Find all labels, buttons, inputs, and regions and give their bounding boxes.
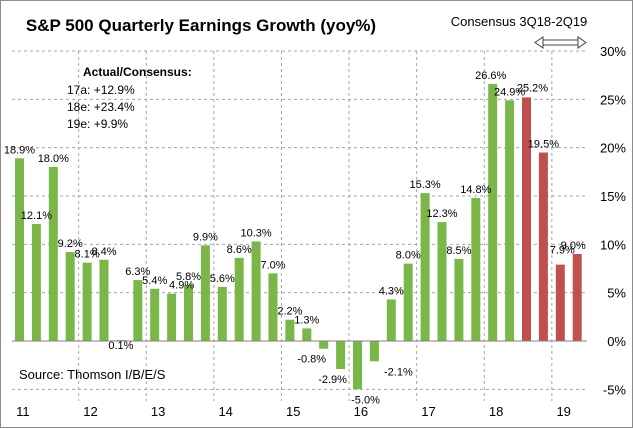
consensus-range-arrow-icon [534, 36, 587, 49]
chart-title: S&P 500 Quarterly Earnings Growth (yoy%) [26, 16, 376, 35]
actual-bar [302, 328, 312, 341]
actual-bar [99, 259, 109, 341]
annotation-heading: Actual/Consensus: [83, 65, 192, 79]
actual-bar [167, 293, 177, 341]
x-tick-label: 15 [286, 404, 300, 419]
source-note: Source: Thomson I/B/E/S [19, 367, 166, 382]
actual-bar [31, 224, 41, 341]
data-label: 9.0% [561, 240, 586, 252]
actual-bar [420, 193, 430, 341]
actual-bar [285, 319, 295, 341]
actual-bar [234, 257, 244, 341]
actual-bar [200, 245, 210, 341]
data-label: 18.9% [4, 144, 35, 156]
data-label: 6.3% [125, 266, 150, 278]
annotation-line-18: 18e: +23.4% [67, 100, 135, 114]
consensus-bar [538, 152, 548, 341]
y-tick-label: -5% [603, 382, 627, 397]
actual-bar [336, 341, 346, 370]
data-label: 15.3% [409, 179, 440, 191]
data-label: -2.1% [384, 366, 413, 378]
x-tick-label: 13 [151, 404, 165, 419]
actual-bar [48, 167, 58, 341]
actual-bar [150, 288, 160, 341]
data-label: 12.1% [21, 210, 52, 222]
data-label: 9.2% [58, 238, 83, 250]
actual-bar [403, 263, 413, 341]
data-label: 5.4% [142, 275, 167, 287]
x-tick-label: 14 [218, 404, 232, 419]
data-label: 18.0% [38, 153, 69, 165]
actual-bar [251, 241, 261, 341]
data-label: -0.8% [297, 354, 326, 366]
consensus-label: Consensus 3Q18-2Q19 [451, 14, 588, 29]
data-label: 9.9% [193, 231, 218, 243]
grid-layer [12, 50, 587, 401]
data-label: 2.2% [277, 306, 302, 318]
axis-layer: -5% 0% 5% 10% 15% 20% 25% 30% 11 12 13 14 15 16 17 18 19 [12, 44, 626, 419]
y-tick-label: 25% [600, 92, 626, 107]
data-label: 14.8% [460, 184, 491, 196]
data-label: 25.2% [517, 82, 548, 94]
actual-bar [15, 158, 24, 341]
data-label: 10.3% [240, 227, 271, 239]
y-tick-label: 15% [600, 189, 626, 204]
data-label: 7.0% [260, 259, 285, 271]
data-label: 8.6% [227, 244, 252, 256]
y-tick-label: 30% [600, 44, 626, 59]
consensus-bar [572, 254, 582, 341]
data-label: -2.9% [318, 374, 347, 386]
data-label: 0.1% [108, 340, 133, 352]
data-label: 24.9% [494, 86, 525, 98]
data-label: 19.5% [528, 139, 559, 151]
data-label: 5.6% [210, 273, 235, 285]
actual-bar [133, 280, 143, 341]
x-tick-label: 19 [556, 404, 570, 419]
actual-bar [437, 222, 447, 341]
actual-bar [369, 341, 379, 362]
data-label: 12.3% [426, 208, 457, 220]
data-label: 4.9% [169, 280, 194, 292]
consensus-bar [555, 264, 565, 341]
y-tick-label: 20% [600, 141, 626, 156]
y-tick-label: 5% [607, 286, 626, 301]
data-label: 5.8% [176, 271, 201, 283]
data-label: 8.0% [396, 250, 421, 262]
bar-layer [15, 83, 582, 390]
annotation-line-19: 19e: +9.9% [67, 117, 128, 131]
y-tick-label: 10% [600, 237, 626, 252]
x-tick-label: 11 [16, 404, 30, 419]
actual-bar [82, 262, 92, 341]
x-tick-label: 17 [421, 404, 435, 419]
x-tick-label: 18 [489, 404, 503, 419]
data-label: 1.3% [294, 314, 319, 326]
data-label: 26.6% [475, 70, 506, 82]
actual-bar [488, 83, 498, 341]
actual-bar [386, 299, 396, 341]
actual-bar [65, 252, 75, 341]
y-tick-label: 0% [607, 334, 626, 349]
actual-bar [505, 100, 515, 341]
x-tick-label: 16 [354, 404, 368, 419]
annotation-line-17: 17a: +12.9% [67, 83, 135, 97]
data-label-layer: 18.9%12.1%18.0%9.2%8.1%8.4%0.1%6.3%5.4% 4… [4, 70, 586, 406]
data-label: 4.3% [379, 285, 404, 297]
actual-bar [184, 284, 193, 341]
x-tick-label: 12 [83, 404, 97, 419]
actual-bar [471, 197, 481, 341]
data-label: 8.5% [446, 245, 471, 257]
data-label: 8.1% [75, 249, 100, 261]
consensus-bar [522, 97, 531, 342]
actual-bar [217, 286, 227, 341]
actual-bar [319, 341, 329, 349]
actual-bar [454, 258, 464, 341]
actual-bar [268, 273, 278, 341]
data-label: 7.9% [550, 245, 575, 257]
data-label: -5.0% [351, 394, 380, 406]
data-label: 8.4% [91, 246, 116, 258]
actual-bar [353, 341, 362, 390]
